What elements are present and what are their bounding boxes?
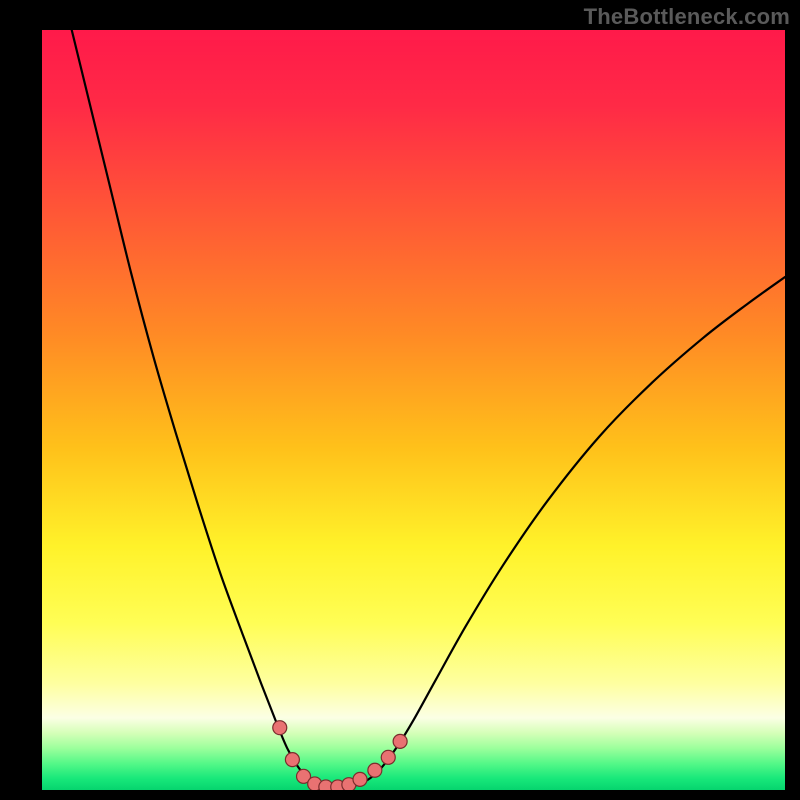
watermark-label: TheBottleneck.com [584, 4, 790, 30]
marker-point [273, 721, 287, 735]
plot-area [42, 30, 785, 790]
marker-point [353, 772, 367, 786]
marker-point [393, 734, 407, 748]
marker-point [368, 763, 382, 777]
marker-point [381, 750, 395, 764]
chart-svg [42, 30, 785, 790]
gradient-background [42, 30, 785, 790]
marker-point [285, 753, 299, 767]
outer-frame: TheBottleneck.com [0, 0, 800, 800]
